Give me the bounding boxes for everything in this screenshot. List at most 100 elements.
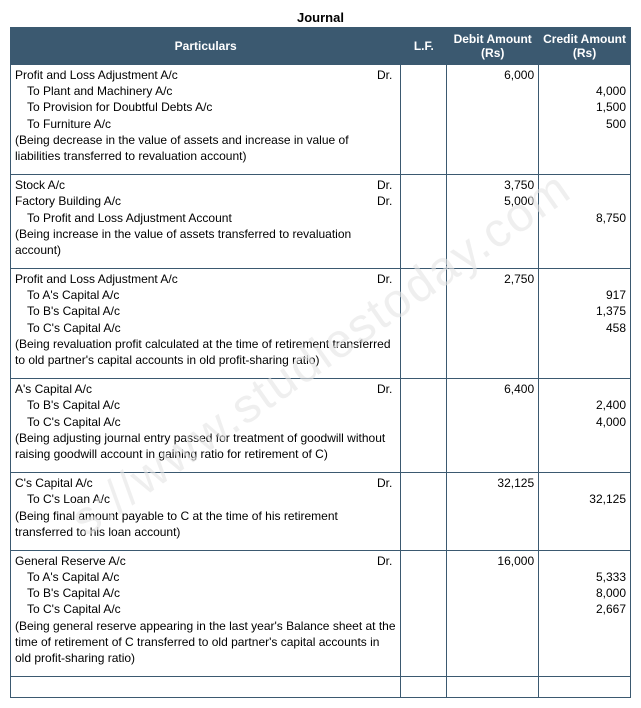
debit-cell: 32,125 [447,473,539,551]
credit-value: 4,000 [543,414,626,430]
debit-value: 5,000 [451,193,534,209]
credit-value: 1,500 [543,99,626,115]
debit-value: 16,000 [451,553,534,569]
credit-value [543,271,626,287]
header-particulars: Particulars [11,28,401,65]
entry-line-text: To B's Capital A/c [15,585,396,601]
entry-line-text: To C's Capital A/c [15,414,396,430]
entry-line-text: To Profit and Loss Adjustment Account [15,210,396,226]
dr-label: Dr. [377,271,396,287]
journal-entry-row: Stock A/cDr.Factory Building A/cDr.To Pr… [11,175,631,269]
entry-line-text: Factory Building A/c [15,193,121,209]
credit-cell: 5,3338,0002,667 [539,550,631,676]
debit-value [451,414,534,430]
journal-entry-row: General Reserve A/c Dr.To A's Capital A/c… [11,550,631,676]
credit-cell: 9171,375458 [539,269,631,379]
entry-line-text: General Reserve A/c [15,553,126,569]
dr-label: Dr. [377,177,396,193]
particulars-cell: Stock A/cDr.Factory Building A/cDr.To Pr… [11,175,401,269]
debit-value [451,99,534,115]
credit-value [543,177,626,193]
empty-row [11,677,631,698]
entry-line-text: To Provision for Doubtful Debts A/c [15,99,396,115]
narration-text: (Being adjusting journal entry passed fo… [15,430,396,462]
credit-value: 2,667 [543,601,626,617]
credit-value: 8,000 [543,585,626,601]
lf-cell [401,175,447,269]
empty-cell [539,677,631,698]
entry-line-text: To A's Capital A/c [15,569,396,585]
credit-cell: 32,125 [539,473,631,551]
debit-value [451,116,534,132]
debit-value [451,491,534,507]
empty-cell [447,677,539,698]
table-header-row: Particulars L.F. Debit Amount (Rs) Credi… [11,28,631,65]
narration-text: (Being revaluation profit calculated at … [15,336,396,368]
dr-label: Dr. [377,381,396,397]
debit-value [451,210,534,226]
credit-cell: 8,750 [539,175,631,269]
entry-line-text: A's Capital A/c [15,381,92,397]
particulars-cell: Profit and Loss Adjustment A/c Dr.To A's … [11,269,401,379]
debit-value [451,320,534,336]
credit-value: 500 [543,116,626,132]
journal-entry-row: Profit and Loss Adjustment A/c Dr.To A's … [11,269,631,379]
header-lf: L.F. [401,28,447,65]
entry-line-text: C's Capital A/c [15,475,93,491]
entry-line-text: Profit and Loss Adjustment A/c [15,67,178,83]
debit-value [451,585,534,601]
lf-cell [401,269,447,379]
credit-value [543,475,626,491]
particulars-cell: A's Capital A/c Dr.To B's Capital A/cTo C… [11,379,401,473]
debit-cell: 3,7505,000 [447,175,539,269]
credit-value [543,193,626,209]
header-credit: Credit Amount (Rs) [539,28,631,65]
entry-line-text: To C's Capital A/c [15,601,396,617]
debit-cell: 2,750 [447,269,539,379]
entry-line-text: To A's Capital A/c [15,287,396,303]
credit-value: 2,400 [543,397,626,413]
narration-text: (Being general reserve appearing in the … [15,618,396,667]
credit-value: 32,125 [543,491,626,507]
dr-label: Dr. [377,553,396,569]
debit-value [451,397,534,413]
dr-label: Dr. [377,193,396,209]
entry-line-text: To B's Capital A/c [15,397,396,413]
credit-value [543,67,626,83]
lf-cell [401,473,447,551]
debit-cell: 6,400 [447,379,539,473]
entry-line-text: To C's Loan A/c [15,491,396,507]
narration-text: (Being decrease in the value of assets a… [15,132,396,164]
entry-line-text: Profit and Loss Adjustment A/c [15,271,178,287]
narration-text: (Being final amount payable to C at the … [15,508,396,540]
entry-line-text: To Plant and Machinery A/c [15,83,396,99]
journal-entry-row: Profit and Loss Adjustment A/c Dr.To Plan… [11,65,631,175]
entry-line-text: To B's Capital A/c [15,303,396,319]
journal-entry-row: A's Capital A/c Dr.To B's Capital A/cTo C… [11,379,631,473]
credit-value: 1,375 [543,303,626,319]
empty-cell [401,677,447,698]
header-debit: Debit Amount (Rs) [447,28,539,65]
debit-value [451,569,534,585]
lf-cell [401,379,447,473]
debit-value: 6,000 [451,67,534,83]
debit-value: 3,750 [451,177,534,193]
credit-cell: 4,0001,500500 [539,65,631,175]
journal-title: Journal [10,10,631,25]
particulars-cell: General Reserve A/c Dr.To A's Capital A/c… [11,550,401,676]
entry-line-text: Stock A/c [15,177,65,193]
debit-value: 6,400 [451,381,534,397]
credit-value: 917 [543,287,626,303]
narration-text: (Being increase in the value of assets t… [15,226,396,258]
entry-line-text: To Furniture A/c [15,116,396,132]
credit-cell: 2,4004,000 [539,379,631,473]
particulars-cell: C's Capital A/cDr.To C's Loan A/c(Being … [11,473,401,551]
credit-value [543,381,626,397]
dr-label: Dr. [377,67,396,83]
entry-line-text: To C's Capital A/c [15,320,396,336]
debit-value: 2,750 [451,271,534,287]
debit-value: 32,125 [451,475,534,491]
debit-value [451,303,534,319]
journal-entry-row: C's Capital A/cDr.To C's Loan A/c(Being … [11,473,631,551]
debit-value [451,83,534,99]
